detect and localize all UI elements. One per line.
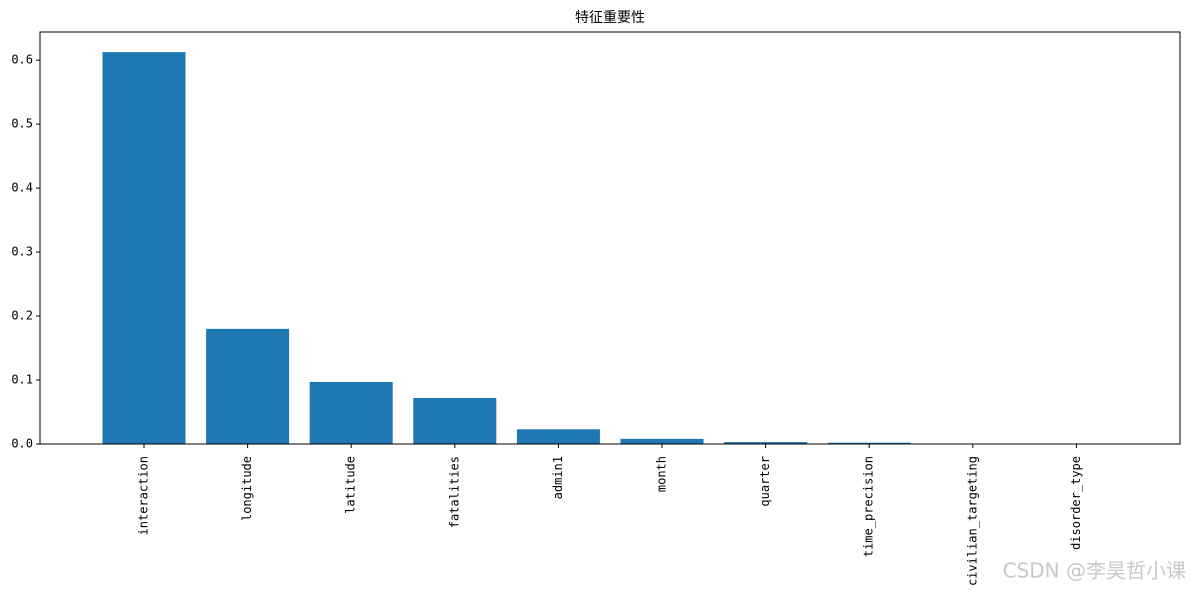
x-tick-label: time_precision bbox=[862, 456, 876, 557]
y-tick-label: 0.4 bbox=[11, 181, 33, 195]
x-tick-label: quarter bbox=[758, 456, 772, 507]
x-tick-label: interaction bbox=[137, 456, 151, 535]
bar bbox=[413, 397, 497, 444]
bar bbox=[102, 52, 186, 445]
plot-frame bbox=[39, 31, 1181, 445]
x-tick-label: civilian_targeting bbox=[965, 456, 979, 586]
y-tick-label: 0.0 bbox=[11, 437, 33, 451]
x-tick-label: fatalities bbox=[447, 456, 461, 528]
x-tick-label: disorder_type bbox=[1069, 456, 1083, 550]
x-tick-label: admin1 bbox=[551, 456, 565, 499]
watermark: CSDN @李昊哲小课 bbox=[1003, 559, 1186, 583]
x-tick-label: latitude bbox=[344, 456, 358, 514]
y-tick-label: 0.6 bbox=[11, 53, 33, 67]
y-tick-label: 0.3 bbox=[11, 245, 33, 259]
bar bbox=[620, 438, 704, 444]
bar bbox=[827, 442, 911, 444]
chart-title: 特征重要性 bbox=[575, 10, 645, 26]
y-tick-label: 0.5 bbox=[11, 117, 33, 131]
y-tick-label: 0.2 bbox=[11, 309, 33, 323]
bar bbox=[516, 429, 600, 444]
bar bbox=[206, 328, 290, 444]
bar bbox=[309, 381, 393, 444]
x-tick-label: longitude bbox=[240, 456, 254, 521]
y-tick-label: 0.1 bbox=[11, 373, 33, 387]
x-tick-label: month bbox=[655, 456, 669, 492]
bar bbox=[724, 442, 808, 444]
